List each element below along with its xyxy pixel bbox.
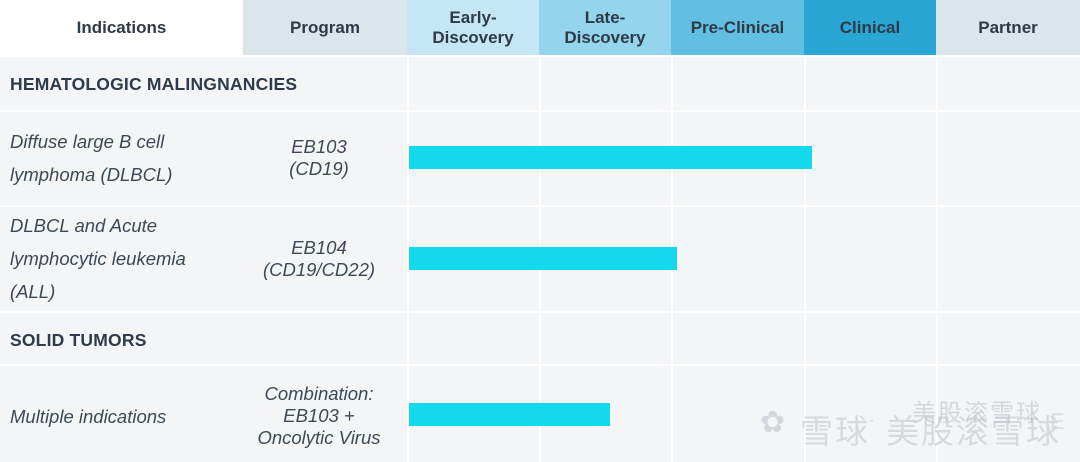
header-program: Program	[243, 0, 407, 55]
header-indications: Indications	[0, 0, 243, 55]
grid-divider	[936, 57, 938, 462]
section-title-hematologic: HEMATOLOGIC MALINGNANCIES	[10, 74, 298, 94]
indication-multiple: Multiple indications	[10, 406, 167, 427]
grid-divider	[407, 366, 409, 462]
partner-cell-combination	[938, 366, 1080, 462]
progress-bar-eb103	[409, 146, 812, 169]
indication-dlbcl: Diffuse large B cell lymphoma (DLBCL)	[10, 131, 173, 185]
header-clinical: Clinical	[804, 0, 936, 55]
grid-divider	[407, 112, 409, 205]
indication-dlbcl-all: DLBCL and Acute lymphocytic leukemia (AL…	[10, 215, 186, 302]
header-late-discovery: Late- Discovery	[539, 0, 671, 55]
grid-divider	[407, 207, 409, 311]
section-title-solid-tumors: SOLID TUMORS	[10, 330, 147, 350]
header-early-discovery: Early- Discovery	[407, 0, 539, 55]
partner-cell-eb104	[938, 207, 1080, 311]
partner-cell-eb103	[938, 112, 1080, 205]
program-eb104: EB104 (CD19/CD22)	[262, 237, 376, 280]
grid-divider	[407, 313, 409, 364]
program-combination: Combination: EB103 + Oncolytic Virus	[257, 383, 381, 448]
grid-divider	[804, 57, 806, 462]
progress-bar-combination	[409, 403, 610, 426]
header-partner: Partner	[936, 0, 1080, 55]
grid-divider	[407, 57, 409, 110]
header-pre-clinical: Pre-Clinical	[671, 0, 804, 55]
program-eb103: EB103 (CD19)	[289, 136, 349, 179]
progress-bar-eb104	[409, 247, 677, 270]
